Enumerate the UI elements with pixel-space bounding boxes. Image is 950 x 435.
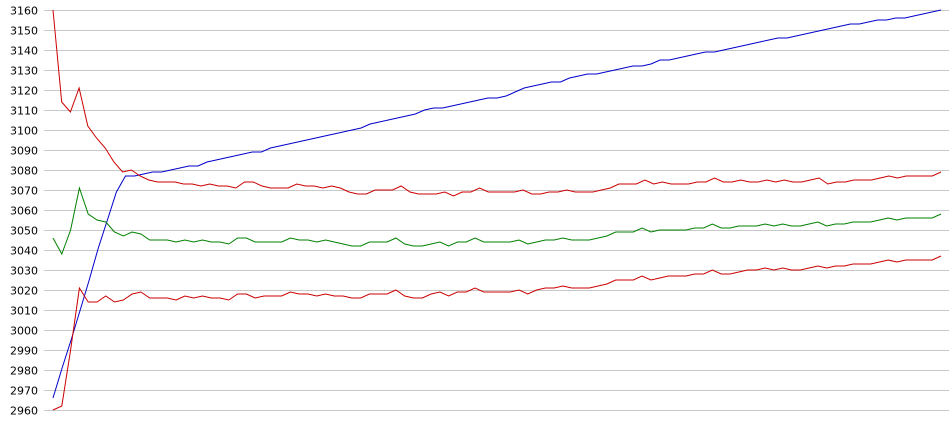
y-tick-label: 3160: [10, 5, 38, 18]
y-tick-label: 3000: [10, 325, 38, 338]
series-line-4: [52, 255, 942, 411]
y-tick-label: 2960: [10, 405, 38, 418]
y-tick-label: 3050: [10, 225, 38, 238]
y-tick-label: 3100: [10, 125, 38, 138]
y-tick-label: 3150: [10, 25, 38, 38]
y-tick-label: 3140: [10, 45, 38, 58]
series-line-1: [52, 9, 942, 399]
y-tick-label: 3020: [10, 285, 38, 298]
series-line-3: [52, 186, 942, 256]
y-tick-labels: 3160 3150 3140 3130 3120 3110 3100 3090 3080 3070…: [10, 5, 38, 418]
y-tick-label: 2970: [10, 385, 38, 398]
y-tick-label: 3080: [10, 165, 38, 178]
y-tick-label: 3010: [10, 305, 38, 318]
y-tick-label: 3040: [10, 245, 38, 258]
y-tick-label: 3060: [10, 205, 38, 218]
y-tick-label: 3110: [10, 105, 38, 118]
y-tick-label: 3070: [10, 185, 38, 198]
y-tick-label: 3120: [10, 85, 38, 98]
series-lines: [52, 9, 942, 411]
y-tick-label: 3130: [10, 65, 38, 78]
gridlines: [44, 10, 949, 411]
series-line-2: [52, 9, 942, 197]
y-tick-label: 3030: [10, 265, 38, 278]
y-tick-label: 2980: [10, 365, 38, 378]
y-tick-label: 3090: [10, 145, 38, 158]
y-tick-label: 2990: [10, 345, 38, 358]
